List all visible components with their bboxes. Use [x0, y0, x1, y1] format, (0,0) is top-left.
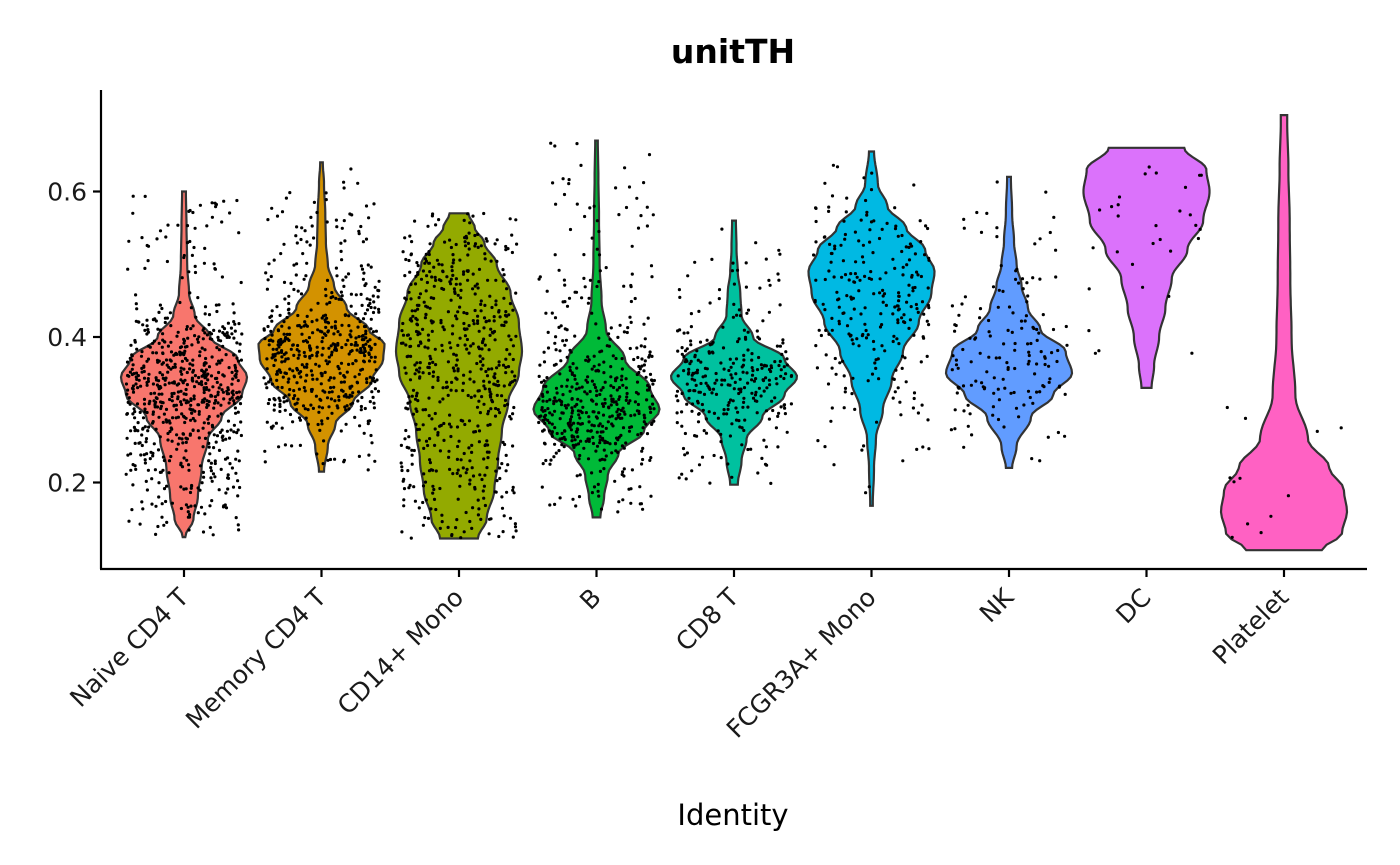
violin-cd14-mono — [394, 212, 524, 540]
violin-dc — [1082, 146, 1211, 389]
violin-platelet — [1219, 114, 1349, 552]
violin-nk — [944, 175, 1074, 469]
x-tick-label: DC — [1110, 583, 1156, 629]
violin-naive-cd4-t — [119, 190, 249, 539]
x-tick-label: Memory CD4 T — [180, 582, 332, 734]
points-cd14-mono — [399, 211, 519, 540]
x-axis-title: Identity — [677, 798, 788, 832]
chart-title: unitTH — [671, 32, 795, 71]
x-tick-label: B — [574, 583, 607, 616]
points-memory-cd4-t — [262, 167, 381, 472]
violin-fcgr3a-mono — [807, 150, 936, 507]
x-tick-label: FCGR3A+ Mono — [721, 583, 882, 744]
x-tick-label: CD8 T — [670, 582, 745, 657]
x-tick-label: Naive CD4 T — [64, 582, 195, 713]
violin-cd8-t — [669, 219, 799, 486]
violins — [119, 114, 1349, 552]
y-tick-label: 0.2 — [47, 469, 87, 498]
y-axis-ticks: 0.2 0.4 0.6 — [47, 178, 101, 498]
x-tick-label: NK — [974, 582, 1020, 628]
y-tick-label: 0.6 — [47, 178, 87, 207]
x-tick-label: CD14+ Mono — [332, 583, 469, 720]
points-fcgr3a-mono — [812, 163, 931, 495]
y-tick-label: 0.4 — [47, 323, 87, 352]
violin-b — [532, 139, 661, 519]
jitter-points — [124, 141, 1343, 540]
x-tick-label: Platelet — [1207, 583, 1295, 671]
points-nk — [949, 180, 1069, 463]
